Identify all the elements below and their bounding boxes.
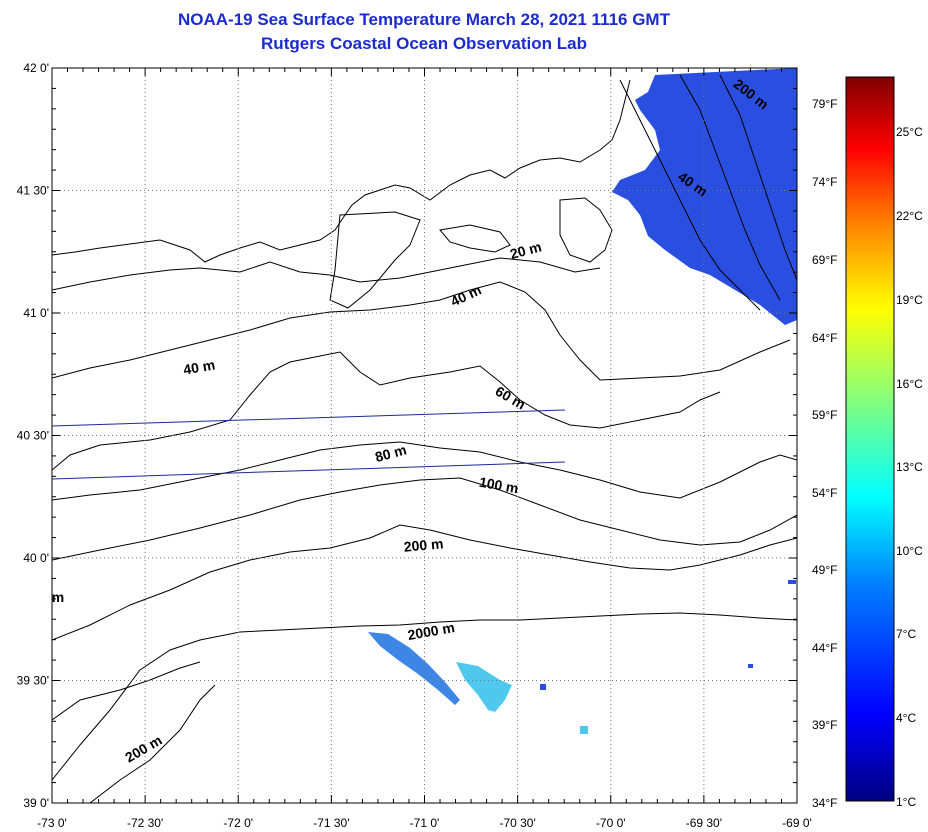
lon-tick-label: -73 0' (37, 816, 67, 830)
lat-tick-label: 40 30' (17, 429, 49, 443)
lat-tick-label: 41 30' (17, 184, 49, 198)
colorbar-c-label: 25°C (896, 125, 923, 139)
contour-40m-shelf (52, 351, 721, 471)
island-outline (329, 211, 421, 309)
colorbar-c-label: 13°C (896, 460, 923, 474)
colorbar-c-label: 22°C (896, 209, 923, 223)
contour-label: 200 m (403, 535, 444, 554)
contour-deep (52, 661, 201, 721)
track-line (52, 409, 566, 427)
sst-pixel (788, 580, 796, 584)
lon-tick-label: -70 0' (596, 816, 626, 830)
sst-pixel (580, 726, 588, 734)
lat-tick-label: 42 0' (23, 61, 49, 75)
chart-title: NOAA-19 Sea Surface Temperature March 28… (178, 10, 670, 29)
coastline (52, 79, 631, 263)
colorbar-f-label: 34°F (812, 796, 837, 810)
island-outline (559, 197, 613, 263)
contour-2000m (52, 612, 797, 781)
lon-tick-label: -71 30' (313, 816, 349, 830)
colorbar-f-label: 54°F (812, 486, 837, 500)
colorbar-f-label: 74°F (812, 175, 837, 189)
contour-label: 200 m (122, 732, 164, 766)
lat-tick-label: 41 0' (23, 306, 49, 320)
colorbar-f-label: 79°F (812, 97, 837, 111)
contour-label: 2000 m (406, 619, 456, 643)
colorbar (845, 76, 895, 802)
colorbar-c-label: 10°C (896, 544, 923, 558)
contour-20m (52, 257, 601, 291)
sst-pixel (748, 664, 753, 668)
lon-tick-label: -71 0' (410, 816, 440, 830)
lon-tick-label: -72 0' (223, 816, 253, 830)
contour-label: 40 m (448, 281, 484, 309)
contour-200m (52, 524, 797, 641)
latitude-labels: 42 0' 41 30' 41 0' 40 30' 40 0' 39 30' 39 0' (17, 61, 49, 810)
colorbar-c-label: 7°C (896, 627, 916, 641)
lon-tick-label: -69 0' (782, 816, 812, 830)
contour-deep (89, 684, 216, 803)
sst-patch-southern-streak (368, 632, 460, 705)
track-line (52, 461, 566, 480)
contour-40m-north (52, 281, 791, 381)
colorbar-f-label: 44°F (812, 641, 837, 655)
colorbar-f-label: 49°F (812, 563, 837, 577)
sst-pixel (540, 684, 546, 690)
colorbar-f-label: 64°F (812, 331, 837, 345)
axis-ticks (51, 67, 798, 804)
contour-label: 40 m (182, 356, 216, 377)
lat-tick-label: 40 0' (23, 551, 49, 565)
colorbar-f-label: 39°F (812, 718, 837, 732)
lon-tick-label: -72 30' (127, 816, 163, 830)
contour-label: 80 m (373, 441, 408, 465)
lon-tick-label: -69 30' (686, 816, 722, 830)
colorbar-f-label: 69°F (812, 253, 837, 267)
colorbar-c-label: 1°C (896, 795, 916, 809)
contour-canyon (719, 74, 797, 281)
colorbar-f-label: 59°F (812, 408, 837, 422)
colorbar-fahrenheit-labels: 79°F 74°F 69°F 64°F 59°F 54°F 49°F 44°F 39°F 34°F (812, 97, 837, 810)
contour-canyon (679, 74, 781, 301)
colorbar-celsius-labels: 25°C 22°C 19°C 16°C 13°C 10°C 7°C 4°C 1°C (896, 125, 923, 809)
colorbar-c-label: 4°C (896, 711, 916, 725)
lat-tick-label: 39 0' (23, 796, 49, 810)
contour-label: m (52, 589, 64, 605)
sst-patch-warm (456, 662, 512, 712)
longitude-labels: -73 0' -72 30' -72 0' -71 30' -71 0' -70 30' -… (37, 816, 812, 830)
contour-label: 60 m (493, 383, 529, 413)
graticule (52, 68, 797, 803)
colorbar-c-label: 16°C (896, 377, 923, 391)
contour-label: 20 m (508, 238, 543, 262)
island-outline (439, 224, 511, 253)
contour-60m (52, 441, 797, 501)
contour-100m (52, 477, 797, 561)
lat-tick-label: 39 30' (17, 674, 49, 688)
contour-label: 100 m (478, 474, 520, 497)
chart-subtitle: Rutgers Coastal Ocean Observation Lab (261, 34, 587, 53)
colorbar-c-label: 19°C (896, 293, 923, 307)
contour-canyon (619, 79, 761, 311)
sst-patch-northeast (612, 68, 797, 325)
lon-tick-label: -70 30' (499, 816, 535, 830)
